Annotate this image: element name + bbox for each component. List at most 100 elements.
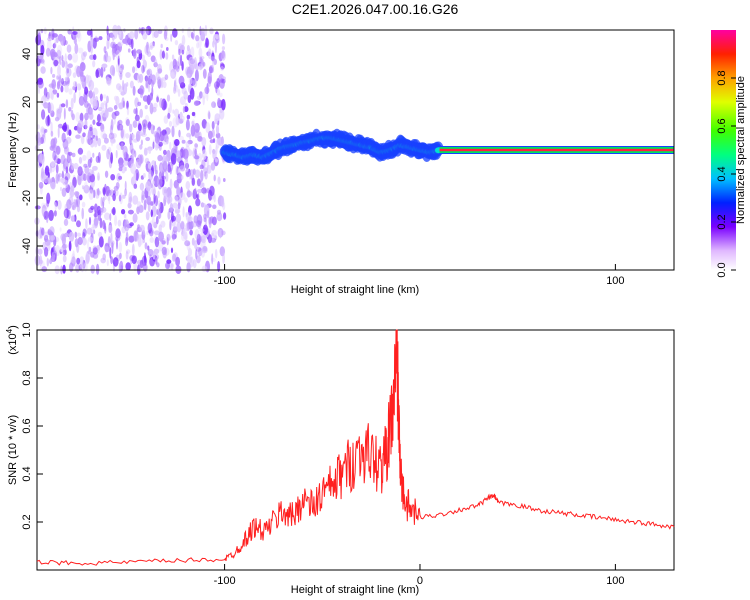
noise-blob [199,228,205,233]
noise-blob [184,197,188,203]
noise-blob [112,207,116,216]
noise-blob [215,118,218,124]
noise-blob [170,152,177,165]
noise-blob [175,116,180,126]
noise-blob [118,175,123,180]
noise-blob [74,43,79,54]
noise-blob [221,98,226,111]
noise-blob [132,120,138,128]
snr-scale-label: (x104) [5,325,19,355]
noise-blob [54,201,57,211]
noise-blob [124,153,130,162]
y-tick-label: -40 [21,238,33,254]
noise-blob [165,171,169,182]
noise-blob [156,96,160,103]
noise-blob [67,53,73,61]
noise-blob [170,263,174,270]
noise-blob [209,185,215,197]
noise-blob [104,170,109,178]
noise-blob [49,165,52,174]
spectrogram-panel: -100 100 40 20 0 -20 -40 Height of straight l… [7,24,675,296]
noise-blob [158,171,162,180]
noise-blob [173,85,177,94]
noise-blob [178,129,181,138]
noise-blob [164,247,170,256]
noise-blob [67,63,73,68]
noise-blob [42,60,46,65]
noise-blob [112,257,119,267]
noise-blob [201,187,208,195]
noise-blob [197,247,203,257]
noise-blob [178,135,184,141]
noise-blob [147,249,154,257]
noise-blob [112,193,116,202]
noise-blob [48,209,54,222]
noise-blob [204,24,208,37]
noise-blob [127,48,131,53]
noise-blob [72,80,78,88]
noise-blob [173,108,180,118]
noise-blob [185,141,190,148]
noise-blob [152,214,155,227]
noise-blob [172,109,175,114]
noise-blob [145,25,152,36]
noise-blob [165,138,169,145]
noise-blob [202,245,208,252]
noise-blob [189,169,195,180]
noise-blob [153,102,158,109]
noise-blob [181,61,184,71]
noise-blob [65,99,69,109]
noise-blob [78,84,82,91]
noise-blob [155,216,159,225]
noise-blob [82,154,87,161]
noise-blob [202,68,207,79]
noise-blob [63,232,70,238]
noise-blob [208,144,212,155]
noise-blob [79,112,84,122]
noise-blob [172,28,178,38]
noise-blob [85,253,90,265]
noise-blob [118,241,123,253]
noise-blob [217,261,221,272]
noise-blob [150,55,156,63]
noise-blob [196,178,201,187]
noise-blob [151,185,156,196]
noise-blob [148,85,151,93]
noise-blob [176,172,183,184]
noise-blob [116,238,118,250]
colorbar-tick-label: 0.4 [716,166,728,181]
noise-blob [157,63,162,75]
noise-blob [53,59,59,67]
noise-blob [44,128,48,133]
noise-blob [198,47,203,58]
noise-blob [221,50,225,59]
noise-blob [188,56,195,65]
noise-blob [36,137,42,146]
noise-blob [187,27,192,38]
noise-blob [77,236,83,246]
noise-blob [169,178,173,190]
noise-blob [97,152,101,164]
noise-blob [74,38,77,45]
noise-blob [95,135,99,141]
noise-blob [107,146,112,155]
noise-blob [186,132,192,138]
noise-blob [174,40,179,46]
noise-blob [118,166,123,172]
noise-blob [134,232,139,242]
noise-blob [138,204,144,213]
noise-blob [157,29,163,34]
noise-blob [216,78,220,88]
noise-blob [107,236,111,248]
noise-blob [103,137,109,144]
noise-blob [147,222,153,234]
noise-blob [62,255,67,263]
noise-blob [167,210,171,220]
noise-blob [222,33,226,45]
noise-blob [65,67,72,78]
noise-blob [43,27,47,35]
noise-blob [207,234,212,244]
noise-blob [180,54,182,66]
noise-blob [55,145,61,155]
x-tick-label: 100 [606,275,624,287]
